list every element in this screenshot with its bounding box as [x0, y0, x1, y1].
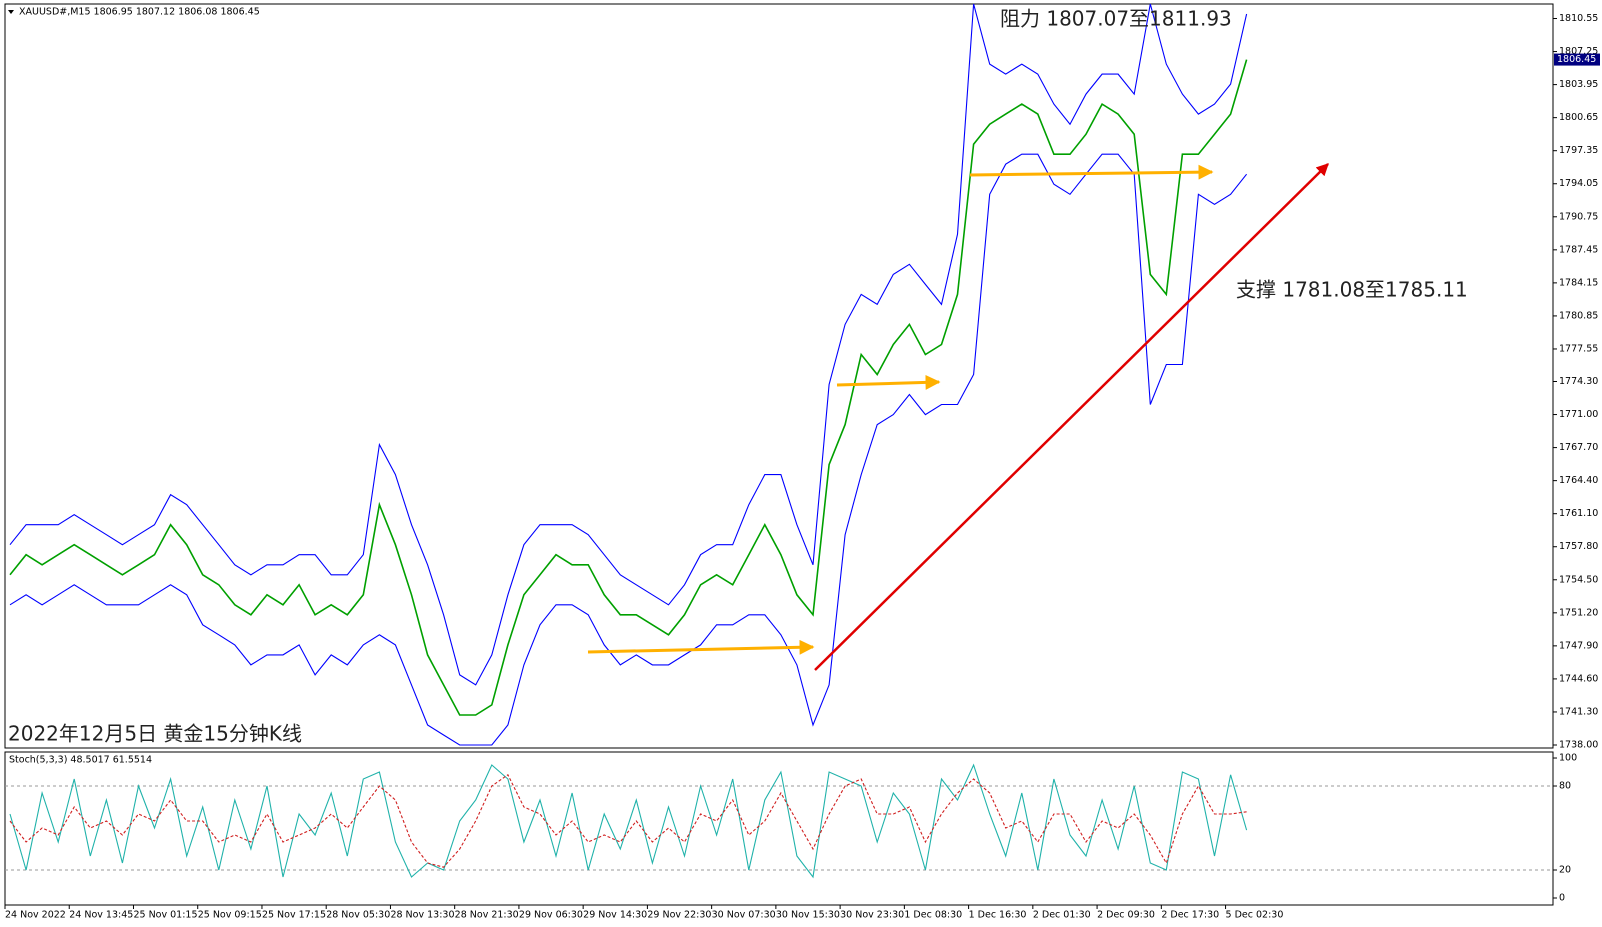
x-tick-label: 28 Nov 05:30	[326, 910, 390, 921]
y-tick-label: 1741.30	[1559, 706, 1598, 717]
y-tick-label: 1810.55	[1559, 13, 1598, 24]
x-tick-label: 24 Nov 2022	[5, 910, 66, 921]
resistance-note: 阻力 1807.07至1811.93	[1000, 7, 1232, 31]
x-tick-label: 1 Dec 16:30	[969, 910, 1027, 921]
y-tick-label: 1777.55	[1559, 343, 1598, 354]
price-tag: 1806.45	[1557, 54, 1596, 65]
series-line	[9, 153, 1248, 746]
x-tick-label: 25 Nov 01:15	[133, 910, 197, 921]
symbol-header: XAUUSD#,M15 1806.95 1807.12 1806.08 1806…	[19, 7, 260, 18]
y-tick-label: 100	[1559, 753, 1577, 764]
y-tick-label: 1774.30	[1559, 376, 1598, 387]
y-tick-label: 1807.25	[1559, 46, 1598, 57]
y-tick-label: 1797.35	[1559, 145, 1598, 156]
series-line	[9, 763, 1248, 879]
y-tick-label: 1784.15	[1559, 277, 1598, 288]
series-line	[9, 3, 1248, 686]
series-line	[9, 59, 1248, 716]
y-tick-label: 1757.80	[1559, 541, 1598, 552]
y-tick-label: 1751.20	[1559, 607, 1598, 618]
y-tick-label: 20	[1559, 865, 1571, 876]
support-note: 支撑 1781.08至1785.11	[1236, 278, 1468, 302]
date-note: 2022年12月5日 黄金15分钟K线	[8, 722, 302, 746]
price-tag-box	[1554, 53, 1600, 66]
x-tick-label: 24 Nov 13:45	[69, 910, 133, 921]
x-tick-label: 25 Nov 09:15	[198, 910, 262, 921]
trend-arrow	[814, 163, 1329, 671]
plot-layer: 1738.00 1741.30 1744.60 1747.90 1751.20 1754.…	[4, 3, 1600, 921]
y-tick-label: 1790.75	[1559, 211, 1598, 222]
x-tick-label: 30 Nov 15:30	[776, 910, 840, 921]
x-tick-label: 30 Nov 07:30	[712, 910, 776, 921]
y-tick-label: 80	[1559, 781, 1571, 792]
y-tick-label: 1794.05	[1559, 178, 1598, 189]
x-tick-label: 28 Nov 21:30	[455, 910, 519, 921]
x-tick-label: 29 Nov 14:30	[583, 910, 647, 921]
stoch-header: Stoch(5,3,3) 48.5017 61.5514	[9, 755, 152, 766]
y-tick-label: 1767.70	[1559, 442, 1598, 453]
x-tick-label: 29 Nov 06:30	[519, 910, 583, 921]
y-tick-label: 1761.10	[1559, 508, 1598, 519]
support-arrow	[836, 374, 941, 390]
x-tick-label: 2 Dec 09:30	[1097, 910, 1155, 921]
price-panel	[4, 3, 1554, 749]
y-tick-label: 1747.90	[1559, 640, 1598, 651]
x-tick-label: 2 Dec 17:30	[1161, 910, 1219, 921]
x-tick-label: 30 Nov 23:30	[840, 910, 904, 921]
menu-triangle	[8, 10, 14, 14]
series-line	[9, 773, 1247, 868]
stoch-panel	[4, 751, 1554, 906]
y-tick-label: 1771.00	[1559, 409, 1598, 420]
y-tick-label: 1744.60	[1559, 673, 1598, 684]
support-arrow	[587, 639, 815, 655]
x-tick-label: 25 Nov 17:15	[262, 910, 326, 921]
y-tick-label: 0	[1559, 893, 1565, 904]
y-tick-label: 1800.65	[1559, 112, 1598, 123]
y-tick-label: 1787.45	[1559, 244, 1598, 255]
x-tick-label: 5 Dec 02:30	[1226, 910, 1284, 921]
y-tick-label: 1754.50	[1559, 574, 1598, 585]
x-tick-label: 29 Nov 22:30	[647, 910, 711, 921]
y-tick-label: 1764.40	[1559, 475, 1598, 486]
y-tick-label: 1738.00	[1559, 739, 1598, 750]
support-arrow	[969, 164, 1214, 180]
x-tick-label: 28 Nov 13:30	[390, 910, 454, 921]
y-tick-label: 1780.85	[1559, 310, 1598, 321]
x-tick-label: 2 Dec 01:30	[1033, 910, 1091, 921]
x-tick-label: 1 Dec 08:30	[904, 910, 962, 921]
y-tick-label: 1803.95	[1559, 79, 1598, 90]
